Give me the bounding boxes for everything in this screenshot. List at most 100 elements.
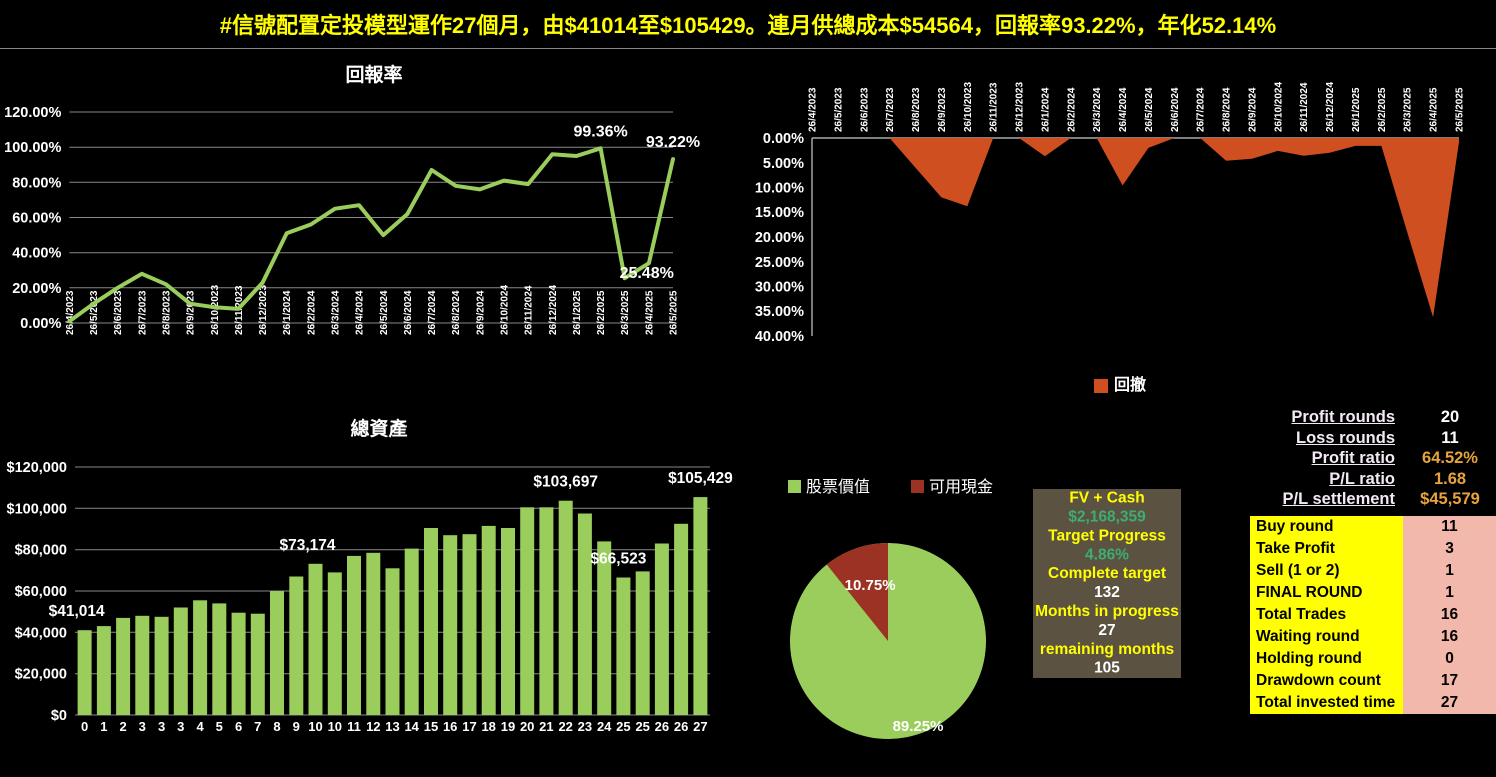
svg-text:26/1/2025: 26/1/2025 bbox=[1351, 87, 1362, 132]
svg-text:26/11/2023: 26/11/2023 bbox=[989, 82, 1000, 132]
svg-text:26/12/2024: 26/12/2024 bbox=[548, 285, 559, 335]
svg-text:$60,000: $60,000 bbox=[15, 584, 67, 600]
svg-text:19: 19 bbox=[501, 719, 515, 734]
svg-text:$100,000: $100,000 bbox=[7, 501, 67, 517]
svg-text:26/6/2023: 26/6/2023 bbox=[113, 290, 124, 335]
svg-text:26/3/2024: 26/3/2024 bbox=[331, 290, 342, 335]
svg-text:25: 25 bbox=[635, 719, 649, 734]
svg-text:3: 3 bbox=[158, 719, 165, 734]
svg-text:17: 17 bbox=[462, 719, 476, 734]
svg-text:26/9/2024: 26/9/2024 bbox=[1248, 87, 1259, 132]
svg-text:24: 24 bbox=[597, 719, 612, 734]
svg-text:10.75%: 10.75% bbox=[845, 577, 896, 594]
svg-text:15.00%: 15.00% bbox=[755, 205, 804, 221]
svg-text:26/9/2023: 26/9/2023 bbox=[186, 290, 197, 335]
svg-text:26/8/2023: 26/8/2023 bbox=[911, 87, 922, 132]
svg-text:26/6/2023: 26/6/2023 bbox=[859, 87, 870, 132]
svg-text:remaining months: remaining months bbox=[1040, 641, 1174, 658]
svg-text:27: 27 bbox=[693, 719, 707, 734]
svg-text:26/9/2023: 26/9/2023 bbox=[937, 87, 948, 132]
svg-text:26/7/2024: 26/7/2024 bbox=[427, 290, 438, 335]
svg-text:5: 5 bbox=[216, 719, 223, 734]
svg-text:40.00%: 40.00% bbox=[12, 246, 61, 262]
svg-text:0.00%: 0.00% bbox=[20, 316, 61, 332]
svg-text:$73,174: $73,174 bbox=[279, 537, 335, 554]
svg-text:26/10/2023: 26/10/2023 bbox=[963, 82, 974, 132]
svg-text:132: 132 bbox=[1094, 584, 1120, 601]
svg-text:26/1/2024: 26/1/2024 bbox=[1040, 87, 1051, 132]
svg-text:$120,000: $120,000 bbox=[7, 460, 67, 476]
svg-text:10.00%: 10.00% bbox=[755, 181, 804, 197]
svg-text:總資產: 總資產 bbox=[350, 417, 407, 440]
svg-text:26: 26 bbox=[655, 719, 669, 734]
svg-text:26/1/2024: 26/1/2024 bbox=[282, 290, 293, 335]
svg-text:$103,697: $103,697 bbox=[533, 474, 598, 491]
svg-text:Target Progress: Target Progress bbox=[1048, 527, 1166, 544]
svg-text:26/5/2023: 26/5/2023 bbox=[833, 87, 844, 132]
svg-text:120.00%: 120.00% bbox=[4, 105, 61, 121]
svg-text:25.00%: 25.00% bbox=[755, 255, 804, 271]
svg-text:26/8/2023: 26/8/2023 bbox=[162, 290, 173, 335]
svg-text:1: 1 bbox=[100, 719, 107, 734]
svg-text:16: 16 bbox=[443, 719, 457, 734]
svg-text:4: 4 bbox=[196, 719, 204, 734]
svg-text:26/8/2024: 26/8/2024 bbox=[451, 290, 462, 335]
svg-text:25: 25 bbox=[616, 719, 630, 734]
svg-text:100.00%: 100.00% bbox=[4, 140, 61, 156]
svg-text:7: 7 bbox=[254, 719, 261, 734]
svg-text:11: 11 bbox=[347, 719, 361, 734]
svg-text:35.00%: 35.00% bbox=[755, 304, 804, 320]
svg-text:$105,429: $105,429 bbox=[668, 470, 733, 487]
svg-text:9: 9 bbox=[293, 719, 300, 734]
svg-text:27: 27 bbox=[1098, 622, 1115, 639]
svg-text:26/11/2024: 26/11/2024 bbox=[524, 285, 535, 335]
svg-text:3: 3 bbox=[177, 719, 184, 734]
svg-text:3: 3 bbox=[139, 719, 146, 734]
svg-text:21: 21 bbox=[539, 719, 553, 734]
svg-text:4.86%: 4.86% bbox=[1085, 546, 1129, 563]
svg-text:40.00%: 40.00% bbox=[755, 329, 804, 345]
svg-text:26/4/2023: 26/4/2023 bbox=[808, 87, 819, 132]
svg-text:23: 23 bbox=[578, 719, 592, 734]
svg-text:10: 10 bbox=[308, 719, 322, 734]
svg-text:回報率: 回報率 bbox=[345, 63, 402, 86]
svg-text:93.22%: 93.22% bbox=[646, 134, 700, 151]
svg-text:26/5/2024: 26/5/2024 bbox=[379, 290, 390, 335]
svg-text:26/7/2023: 26/7/2023 bbox=[885, 87, 896, 132]
svg-text:10: 10 bbox=[328, 719, 342, 734]
svg-text:26/12/2023: 26/12/2023 bbox=[1015, 82, 1026, 132]
svg-text:60.00%: 60.00% bbox=[12, 211, 61, 227]
svg-text:0.00%: 0.00% bbox=[763, 131, 804, 147]
svg-text:26/2/2024: 26/2/2024 bbox=[306, 290, 317, 335]
svg-text:22: 22 bbox=[558, 719, 572, 734]
svg-text:26/7/2024: 26/7/2024 bbox=[1196, 87, 1207, 132]
svg-text:26/3/2025: 26/3/2025 bbox=[620, 290, 631, 335]
svg-text:26/5/2025: 26/5/2025 bbox=[669, 290, 680, 335]
svg-text:99.36%: 99.36% bbox=[573, 123, 627, 140]
svg-text:105: 105 bbox=[1094, 660, 1120, 677]
svg-text:26/5/2024: 26/5/2024 bbox=[1144, 87, 1155, 132]
svg-text:30.00%: 30.00% bbox=[755, 280, 804, 296]
svg-text:FV + Cash: FV + Cash bbox=[1069, 490, 1144, 507]
svg-text:$2,168,359: $2,168,359 bbox=[1068, 509, 1146, 526]
svg-text:回撤: 回撤 bbox=[1114, 375, 1146, 394]
svg-text:$80,000: $80,000 bbox=[15, 543, 67, 559]
svg-text:26/10/2024: 26/10/2024 bbox=[1273, 82, 1284, 132]
svg-text:26/9/2024: 26/9/2024 bbox=[475, 290, 486, 335]
svg-text:20.00%: 20.00% bbox=[755, 230, 804, 246]
svg-text:14: 14 bbox=[404, 719, 419, 734]
svg-text:26/7/2023: 26/7/2023 bbox=[137, 290, 148, 335]
svg-text:6: 6 bbox=[235, 719, 242, 734]
svg-text:$66,523: $66,523 bbox=[590, 551, 646, 568]
svg-text:8: 8 bbox=[273, 719, 280, 734]
svg-text:26/8/2024: 26/8/2024 bbox=[1222, 87, 1233, 132]
svg-text:15: 15 bbox=[424, 719, 438, 734]
svg-text:20.00%: 20.00% bbox=[12, 281, 61, 297]
svg-text:12: 12 bbox=[366, 719, 380, 734]
svg-text:26/3/2025: 26/3/2025 bbox=[1403, 87, 1414, 132]
svg-text:20: 20 bbox=[520, 719, 534, 734]
svg-text:$40,000: $40,000 bbox=[15, 625, 67, 641]
svg-text:80.00%: 80.00% bbox=[12, 175, 61, 191]
svg-text:25.48%: 25.48% bbox=[620, 265, 674, 282]
svg-text:5.00%: 5.00% bbox=[763, 156, 804, 172]
